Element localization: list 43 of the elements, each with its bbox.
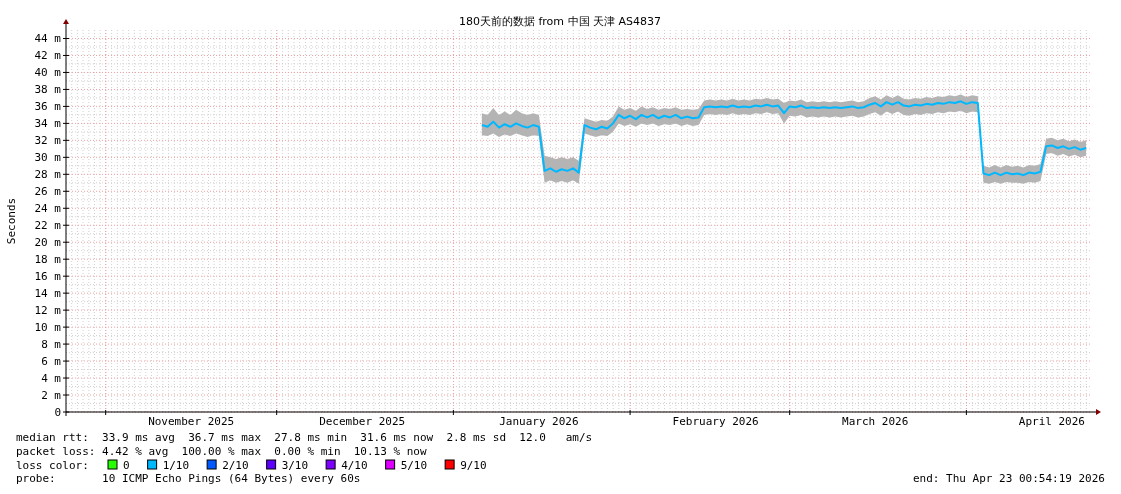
legend-label: 5/10 (400, 459, 428, 472)
y-tick-label: 14 m (34, 287, 62, 301)
legend-label: 0 (123, 459, 130, 472)
y-tick-label: 34 m (34, 117, 62, 131)
y-tick-label: 42 m (34, 49, 62, 63)
y-tick-label: 40 m (34, 66, 62, 80)
chart-title: 180天前的数据 from 中国 天津 AS4837 (458, 15, 662, 28)
y-tick-label: 32 m (34, 134, 62, 148)
text: probe: 10 ICMP Echo Pings (64 Bytes) every 60s (16, 472, 361, 485)
x-tick-label: February 2026 (672, 415, 759, 428)
legend-label: 2/10 (222, 459, 249, 472)
y-tick-label: 12 m (34, 304, 62, 318)
text: median rtt: 33.9 ms avg 36.7 ms max 27.8 ms min 31.6 ms now 2.8 ms sd 12.0 am/s (16, 431, 593, 444)
legend-label: 9/10 (460, 459, 487, 472)
x-tick-label: March 2026 (842, 415, 909, 428)
y-tick-label: 20 m (34, 236, 62, 250)
legend-label: 4/10 (341, 459, 368, 472)
y-tick-label: 4 m (41, 372, 62, 386)
legend-label: 1/10 (162, 459, 190, 472)
legend-title: loss color: (16, 459, 89, 472)
text: packet loss: 4.42 % avg 100.00 % max 0.00 % min 10.13 % now (16, 445, 427, 458)
y-tick-label: 26 m (34, 185, 62, 199)
x-tick-label: November 2025 (148, 415, 235, 428)
y-axis-title: Seconds (5, 197, 18, 245)
text: end: Thu Apr 23 00:54:19 2026 (912, 472, 1105, 485)
y-tick-label: 22 m (34, 219, 62, 233)
y-tick-label: 44 m (34, 32, 62, 46)
y-tick-label: 10 m (34, 321, 62, 335)
y-tick-label: 30 m (34, 151, 62, 165)
x-tick-label: December 2025 (319, 415, 406, 428)
y-tick-label: 36 m (34, 100, 62, 114)
y-tick-label: 6 m (41, 355, 62, 369)
y-tick-label: 38 m (34, 83, 62, 97)
x-tick-label: January 2026 (499, 415, 579, 428)
y-tick-label: 18 m (34, 253, 62, 267)
legend-label: 3/10 (281, 459, 309, 472)
y-tick-label: 28 m (34, 168, 62, 182)
x-tick-label: April 2026 (1018, 415, 1085, 428)
y-tick-label: 16 m (34, 270, 62, 284)
y-tick-label: 0 (54, 406, 61, 419)
y-tick-label: 8 m (41, 338, 62, 352)
y-tick-label: 24 m (34, 202, 62, 216)
y-tick-label: 2 m (41, 389, 62, 403)
